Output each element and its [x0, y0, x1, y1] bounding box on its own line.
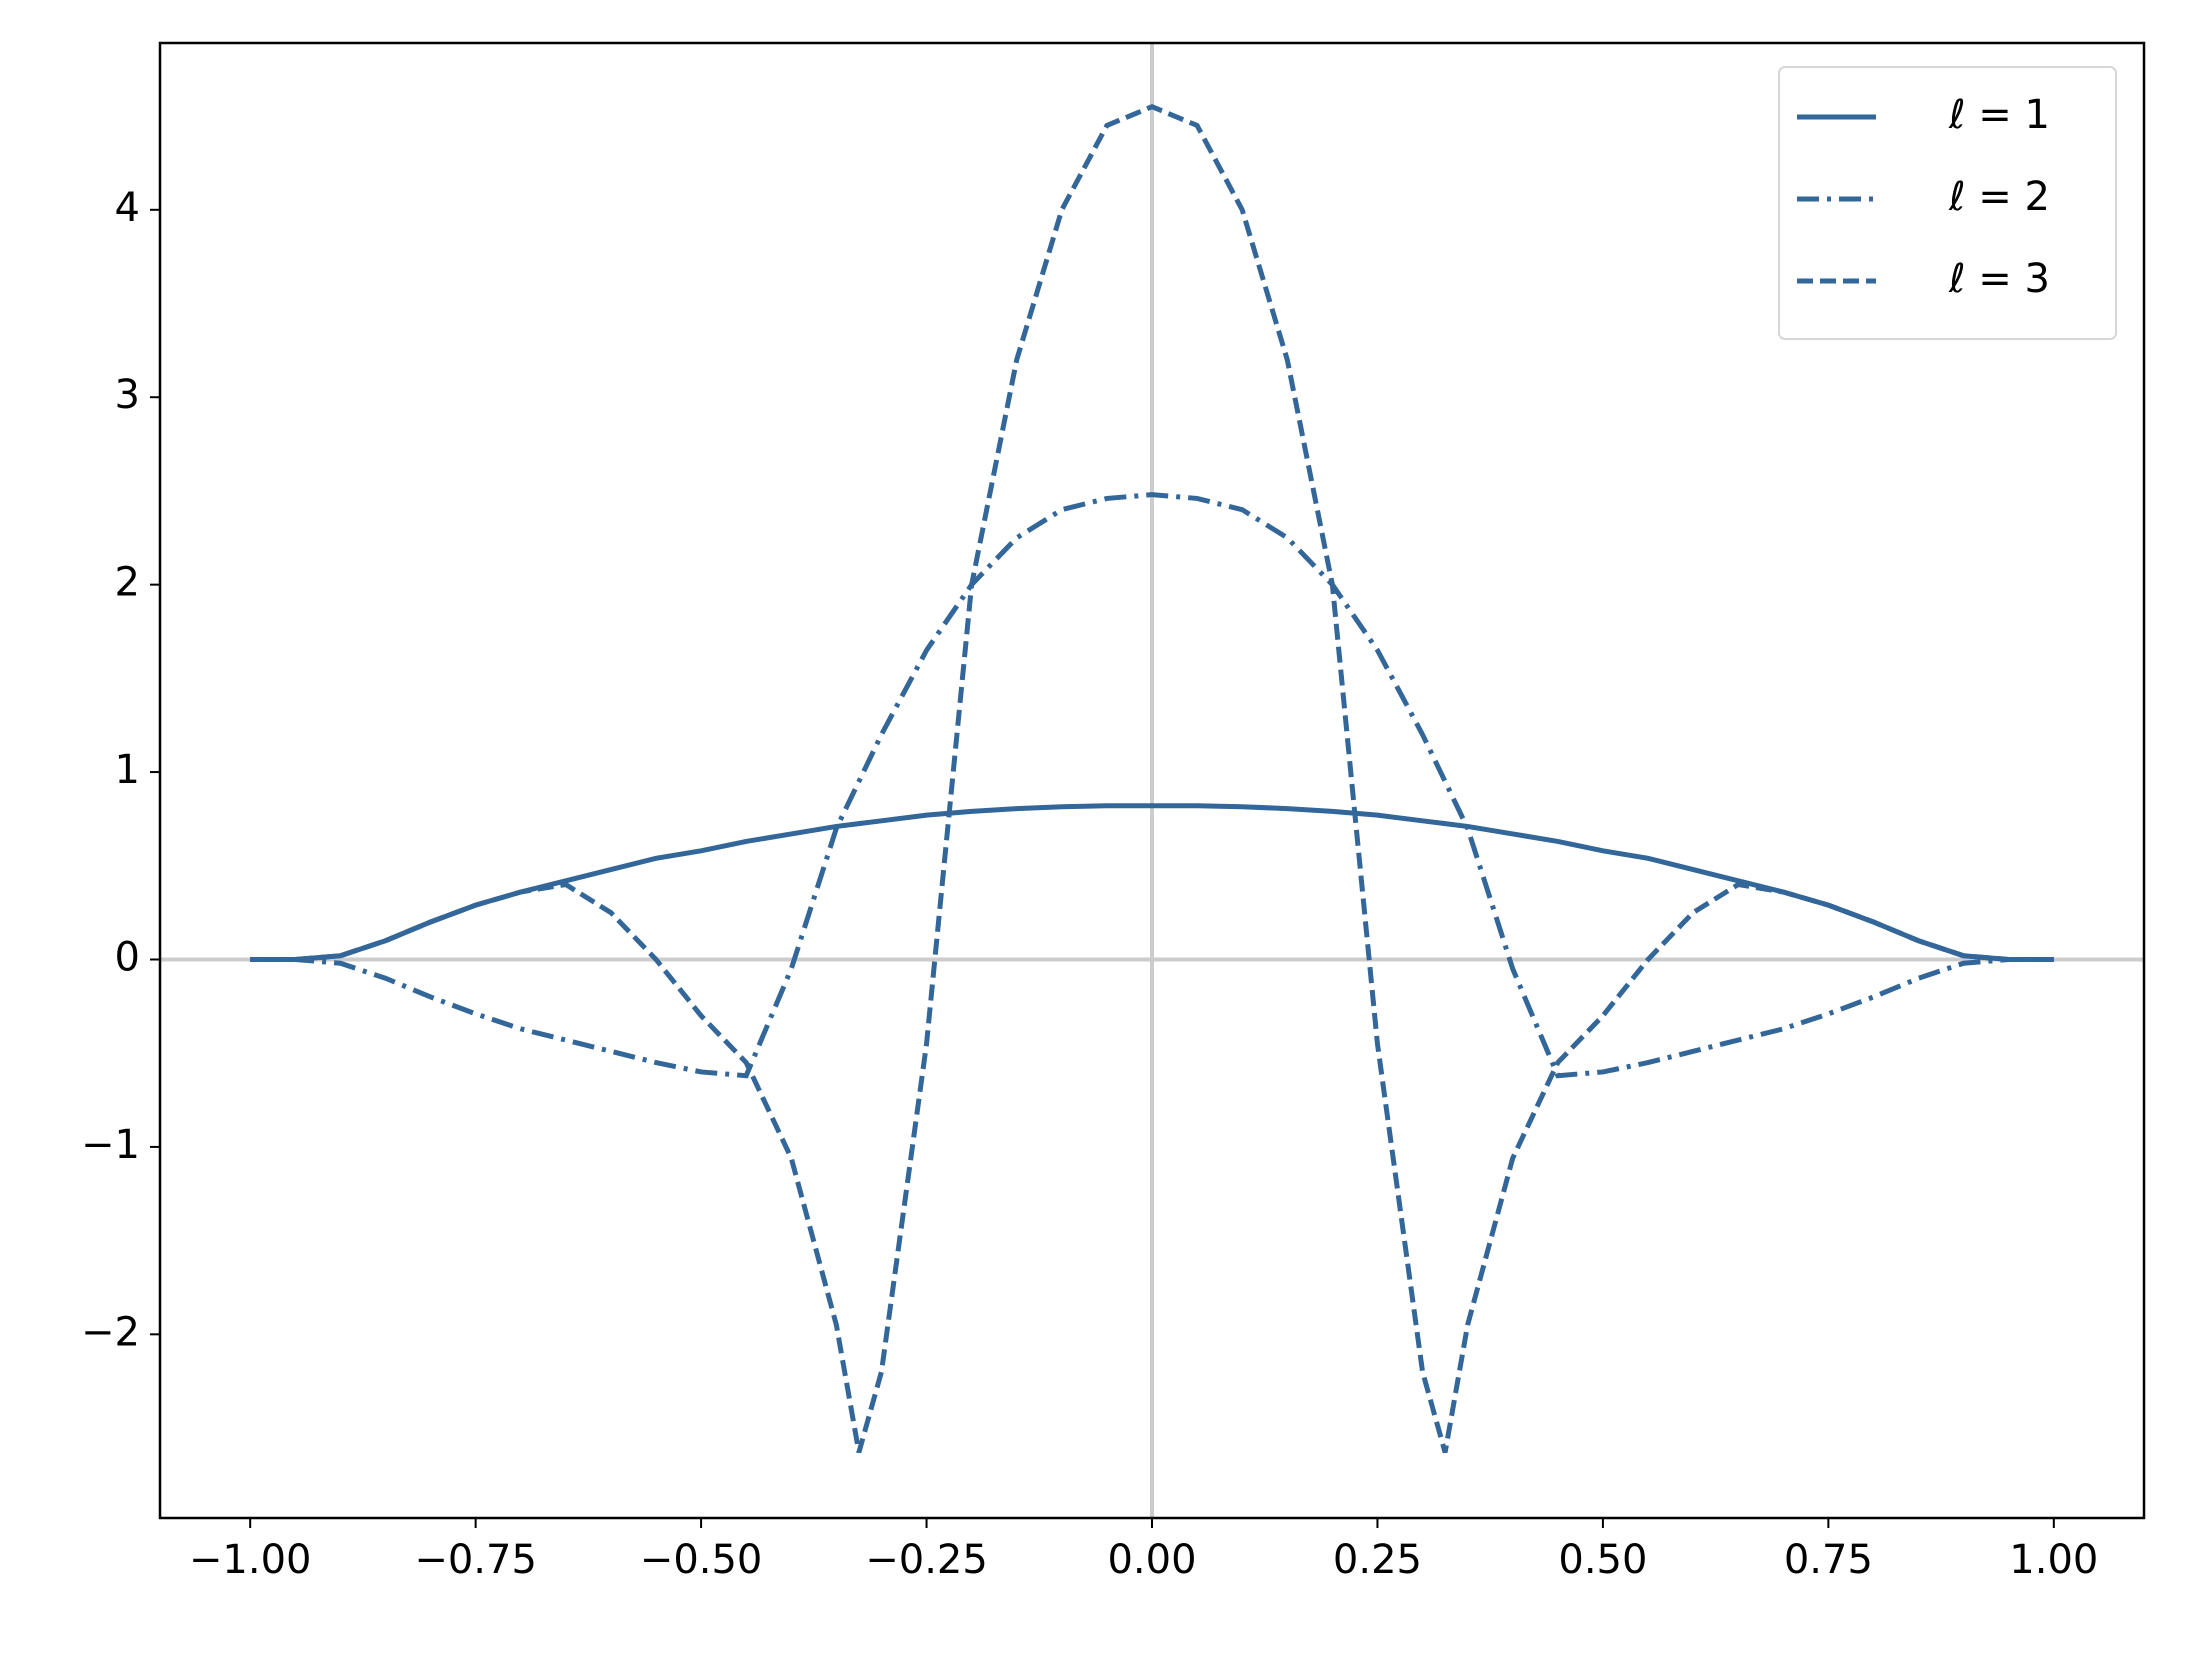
x-tick-label: −0.50: [640, 1537, 763, 1583]
series-line: [250, 803, 2054, 962]
legend-box: [1778, 66, 2117, 340]
x-tick-label: 1.00: [2009, 1537, 2098, 1583]
series-line: [250, 104, 2054, 1454]
x-tick-label: 0.00: [1107, 1537, 1196, 1583]
legend: ℓ = 1 ℓ = 2 ℓ = 3: [1778, 66, 2117, 340]
legend-label: ℓ = 3: [1948, 256, 2050, 302]
y-tick-label: 1: [115, 747, 140, 793]
legend-label: ℓ = 1: [1948, 92, 2050, 138]
y-tick-label: 2: [115, 560, 140, 606]
y-tick-label: 0: [115, 934, 140, 980]
x-tick-label: −0.25: [865, 1537, 988, 1583]
x-tick-label: −0.75: [414, 1537, 537, 1583]
y-tick-label: −2: [81, 1309, 140, 1355]
series-line: [250, 492, 2054, 1079]
y-tick-label: 3: [115, 372, 140, 418]
y-tick-label: −1: [81, 1122, 140, 1168]
y-tick-label: 4: [115, 185, 140, 231]
legend-label: ℓ = 2: [1948, 174, 2050, 220]
x-tick-label: −1.00: [189, 1537, 312, 1583]
x-tick-label: 0.25: [1333, 1537, 1422, 1583]
x-tick-label: 0.50: [1558, 1537, 1647, 1583]
x-tick-label: 0.75: [1784, 1537, 1873, 1583]
